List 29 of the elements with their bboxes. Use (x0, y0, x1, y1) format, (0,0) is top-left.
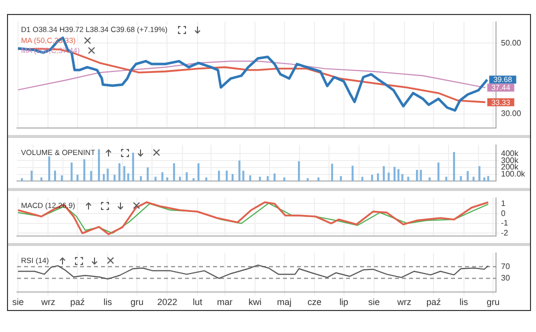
y-tick-label: 70 (501, 262, 510, 271)
y-tick-label: 400k (501, 148, 520, 158)
x-tick-label: lut (192, 297, 203, 308)
y-tick-label: 1 (501, 198, 506, 208)
x-tick-label: cze (308, 297, 322, 308)
x-tick-label: paź (426, 297, 442, 308)
x-tick-label: 2022 (157, 297, 178, 308)
x-tick-label: wrz (396, 297, 412, 308)
x-tick-label: maj (277, 297, 292, 308)
x-tick-label: lip (339, 297, 348, 308)
y-tick-label: 100.0k (501, 170, 526, 179)
x-tick-label: paź (70, 297, 86, 308)
y-tick-label: 30 (501, 274, 510, 283)
y-tick-label: 300k (501, 156, 520, 165)
y-tick-label: 50.00 (501, 38, 522, 48)
x-tick-label: sie (12, 297, 24, 308)
x-tick-label: sie (368, 297, 380, 308)
x-tick-label: gru (130, 297, 144, 308)
x-tick-label: wrz (40, 297, 56, 308)
x-tick-label: gru (486, 297, 500, 308)
y-tick-label: -1 (501, 218, 509, 228)
y-tick-label: -2 (501, 228, 509, 238)
x-tick-label: lis (460, 297, 469, 308)
x-tick-label: mar (217, 297, 233, 308)
y-tick-label: 200k (501, 162, 520, 172)
y-tick-label: 30.00 (501, 109, 522, 118)
x-tick-label: lis (103, 297, 112, 308)
y-tick-label: 0 (501, 208, 506, 218)
x-tick-label: kwi (248, 297, 262, 308)
